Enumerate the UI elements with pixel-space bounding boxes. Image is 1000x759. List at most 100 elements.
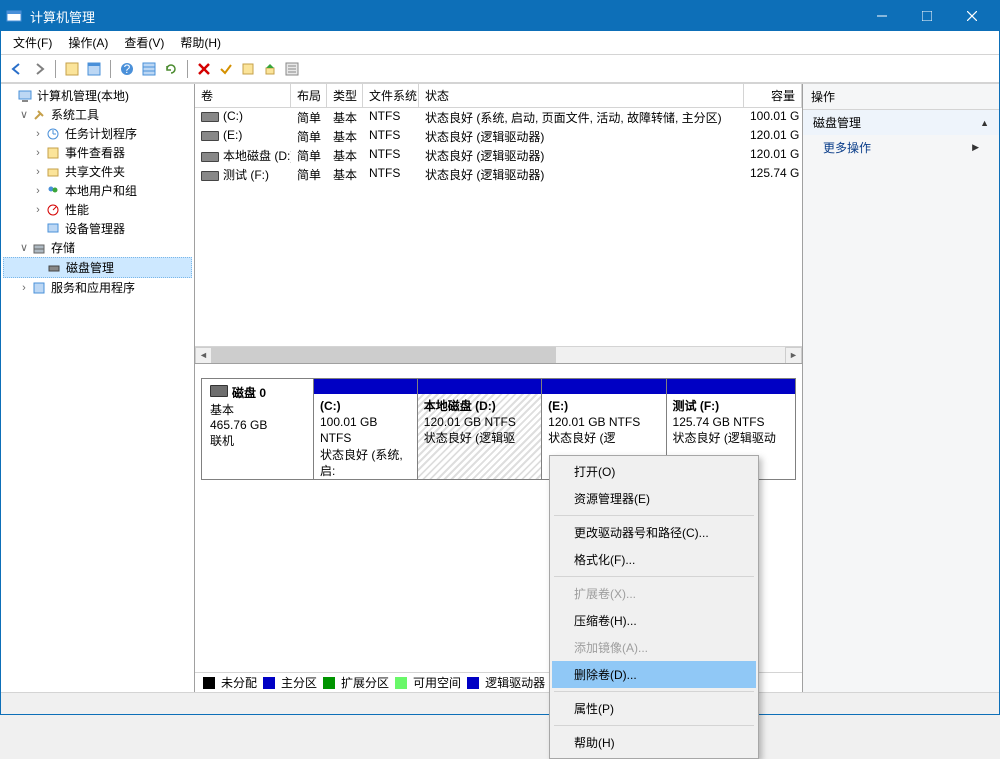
- scroll-right-icon[interactable]: ►: [785, 347, 802, 364]
- tree-root-label: 计算机管理(本地): [37, 87, 129, 104]
- scroll-left-icon[interactable]: ◄: [195, 347, 212, 364]
- legend-free: 可用空间: [413, 674, 461, 691]
- vol-fs: NTFS: [363, 146, 419, 165]
- volume-row[interactable]: (E:)简单基本NTFS状态良好 (逻辑驱动器)120.01 G: [195, 127, 802, 146]
- scroll-thumb[interactable]: [212, 347, 556, 364]
- volume-row[interactable]: 本地磁盘 (D:)简单基本NTFS状态良好 (逻辑驱动器)120.01 G: [195, 146, 802, 165]
- help-icon[interactable]: ?: [117, 59, 137, 79]
- menu-action[interactable]: 操作(A): [60, 32, 116, 53]
- menu-view[interactable]: 查看(V): [116, 32, 172, 53]
- titlebar: 计算机管理: [1, 1, 999, 31]
- up-icon[interactable]: [260, 59, 280, 79]
- tree-system-tools[interactable]: ∨系统工具: [3, 105, 192, 124]
- partition-c[interactable]: (C:)100.01 GB NTFS状态良好 (系统, 启:: [314, 379, 418, 479]
- partition-d[interactable]: 本地磁盘 (D:)120.01 GB NTFS状态良好 (逻辑驱: [418, 379, 542, 479]
- ctx-extend: 扩展卷(X)...: [552, 580, 756, 607]
- vol-status: 状态良好 (逻辑驱动器): [419, 165, 744, 184]
- vol-name: (E:): [223, 128, 242, 142]
- maximize-button[interactable]: [904, 1, 949, 31]
- drive-icon: [201, 171, 219, 181]
- ctx-help[interactable]: 帮助(H): [552, 729, 756, 756]
- volume-row[interactable]: (C:)简单基本NTFS状态良好 (系统, 启动, 页面文件, 活动, 故障转储…: [195, 108, 802, 127]
- vol-layout: 简单: [291, 127, 327, 146]
- vol-cap: 120.01 G: [744, 146, 802, 165]
- vol-fs: NTFS: [363, 108, 419, 127]
- tree-device-manager-label: 设备管理器: [65, 220, 125, 237]
- eject-icon[interactable]: [238, 59, 258, 79]
- col-layout[interactable]: 布局: [291, 84, 327, 107]
- ctx-format[interactable]: 格式化(F)...: [552, 546, 756, 573]
- diskmgmt-icon: [46, 260, 62, 276]
- back-icon[interactable]: [7, 59, 27, 79]
- properties-icon[interactable]: [84, 59, 104, 79]
- tree-storage[interactable]: ∨存储: [3, 238, 192, 257]
- ctx-explorer[interactable]: 资源管理器(E): [552, 485, 756, 512]
- minimize-button[interactable]: [859, 1, 904, 31]
- delete-icon[interactable]: [194, 59, 214, 79]
- col-type[interactable]: 类型: [327, 84, 363, 107]
- disk-info[interactable]: 磁盘 0 基本 465.76 GB 联机: [202, 379, 314, 479]
- part-status: 状态良好 (逻辑驱: [424, 431, 515, 445]
- actions-more[interactable]: 更多操作▶: [803, 135, 999, 160]
- tree-shared-folders[interactable]: ›共享文件夹: [3, 162, 192, 181]
- vol-status: 状态良好 (系统, 启动, 页面文件, 活动, 故障转储, 主分区): [419, 108, 744, 127]
- part-size: 125.74 GB NTFS: [673, 415, 765, 429]
- list-settings-icon[interactable]: [282, 59, 302, 79]
- volume-row[interactable]: 测试 (F:)简单基本NTFS状态良好 (逻辑驱动器)125.74 G: [195, 165, 802, 184]
- menu-file[interactable]: 文件(F): [5, 32, 60, 53]
- tree-disk-management[interactable]: 磁盘管理: [3, 257, 192, 278]
- legend-free-swatch: [395, 677, 407, 689]
- menu-help[interactable]: 帮助(H): [172, 32, 229, 53]
- tree-performance[interactable]: ›性能: [3, 200, 192, 219]
- vol-status: 状态良好 (逻辑驱动器): [419, 127, 744, 146]
- main-body: 计算机管理(本地) ∨系统工具 ›任务计划程序 ›事件查看器 ›共享文件夹 ›本…: [1, 83, 999, 692]
- tree-shared-folders-label: 共享文件夹: [65, 163, 125, 180]
- device-icon: [45, 221, 61, 237]
- vol-fs: NTFS: [363, 127, 419, 146]
- forward-icon[interactable]: [29, 59, 49, 79]
- disk-size: 465.76 GB: [210, 418, 305, 432]
- vol-layout: 简单: [291, 108, 327, 127]
- show-hide-tree-icon[interactable]: [62, 59, 82, 79]
- tree-local-users[interactable]: ›本地用户和组: [3, 181, 192, 200]
- part-title: (E:): [548, 399, 568, 413]
- horizontal-scrollbar[interactable]: ◄ ►: [195, 346, 802, 363]
- tree-task-scheduler[interactable]: ›任务计划程序: [3, 124, 192, 143]
- check-icon[interactable]: [216, 59, 236, 79]
- tree-services-apps[interactable]: ›服务和应用程序: [3, 278, 192, 297]
- tree-disk-management-label: 磁盘管理: [66, 259, 114, 276]
- col-filesystem[interactable]: 文件系统: [363, 84, 419, 107]
- tree-device-manager[interactable]: 设备管理器: [3, 219, 192, 238]
- ctx-change-letter[interactable]: 更改驱动器号和路径(C)...: [552, 519, 756, 546]
- ctx-shrink[interactable]: 压缩卷(H)...: [552, 607, 756, 634]
- legend-unalloc-swatch: [203, 677, 215, 689]
- part-status: 状态良好 (逻辑驱动: [673, 431, 776, 445]
- tools-icon: [31, 107, 47, 123]
- ctx-delete-volume[interactable]: 删除卷(D)...: [552, 661, 756, 688]
- vol-name: 测试 (F:): [223, 168, 269, 182]
- col-capacity[interactable]: 容量: [744, 84, 802, 107]
- col-status[interactable]: 状态: [419, 84, 744, 107]
- vol-type: 基本: [327, 146, 363, 165]
- view-icon[interactable]: [139, 59, 159, 79]
- actions-header: 操作: [803, 84, 999, 110]
- tree-root[interactable]: 计算机管理(本地): [3, 86, 192, 105]
- legend-unalloc: 未分配: [221, 674, 257, 691]
- menubar: 文件(F) 操作(A) 查看(V) 帮助(H): [1, 31, 999, 55]
- disk-type: 基本: [210, 401, 305, 418]
- ctx-open[interactable]: 打开(O): [552, 458, 756, 485]
- drive-icon: [201, 152, 219, 162]
- close-button[interactable]: [949, 1, 994, 31]
- tree-event-viewer[interactable]: ›事件查看器: [3, 143, 192, 162]
- computer-icon: [17, 88, 33, 104]
- col-volume[interactable]: 卷: [195, 84, 291, 107]
- legend-logical: 逻辑驱动器: [485, 674, 545, 691]
- disk-label: 磁盘 0: [232, 386, 266, 400]
- statusbar: [1, 692, 999, 714]
- volume-list-body: (C:)简单基本NTFS状态良好 (系统, 启动, 页面文件, 活动, 故障转储…: [195, 108, 802, 346]
- tree-performance-label: 性能: [65, 201, 89, 218]
- vol-layout: 简单: [291, 146, 327, 165]
- refresh-icon[interactable]: [161, 59, 181, 79]
- actions-section-diskmgmt[interactable]: 磁盘管理▲: [803, 110, 999, 135]
- ctx-properties[interactable]: 属性(P): [552, 695, 756, 722]
